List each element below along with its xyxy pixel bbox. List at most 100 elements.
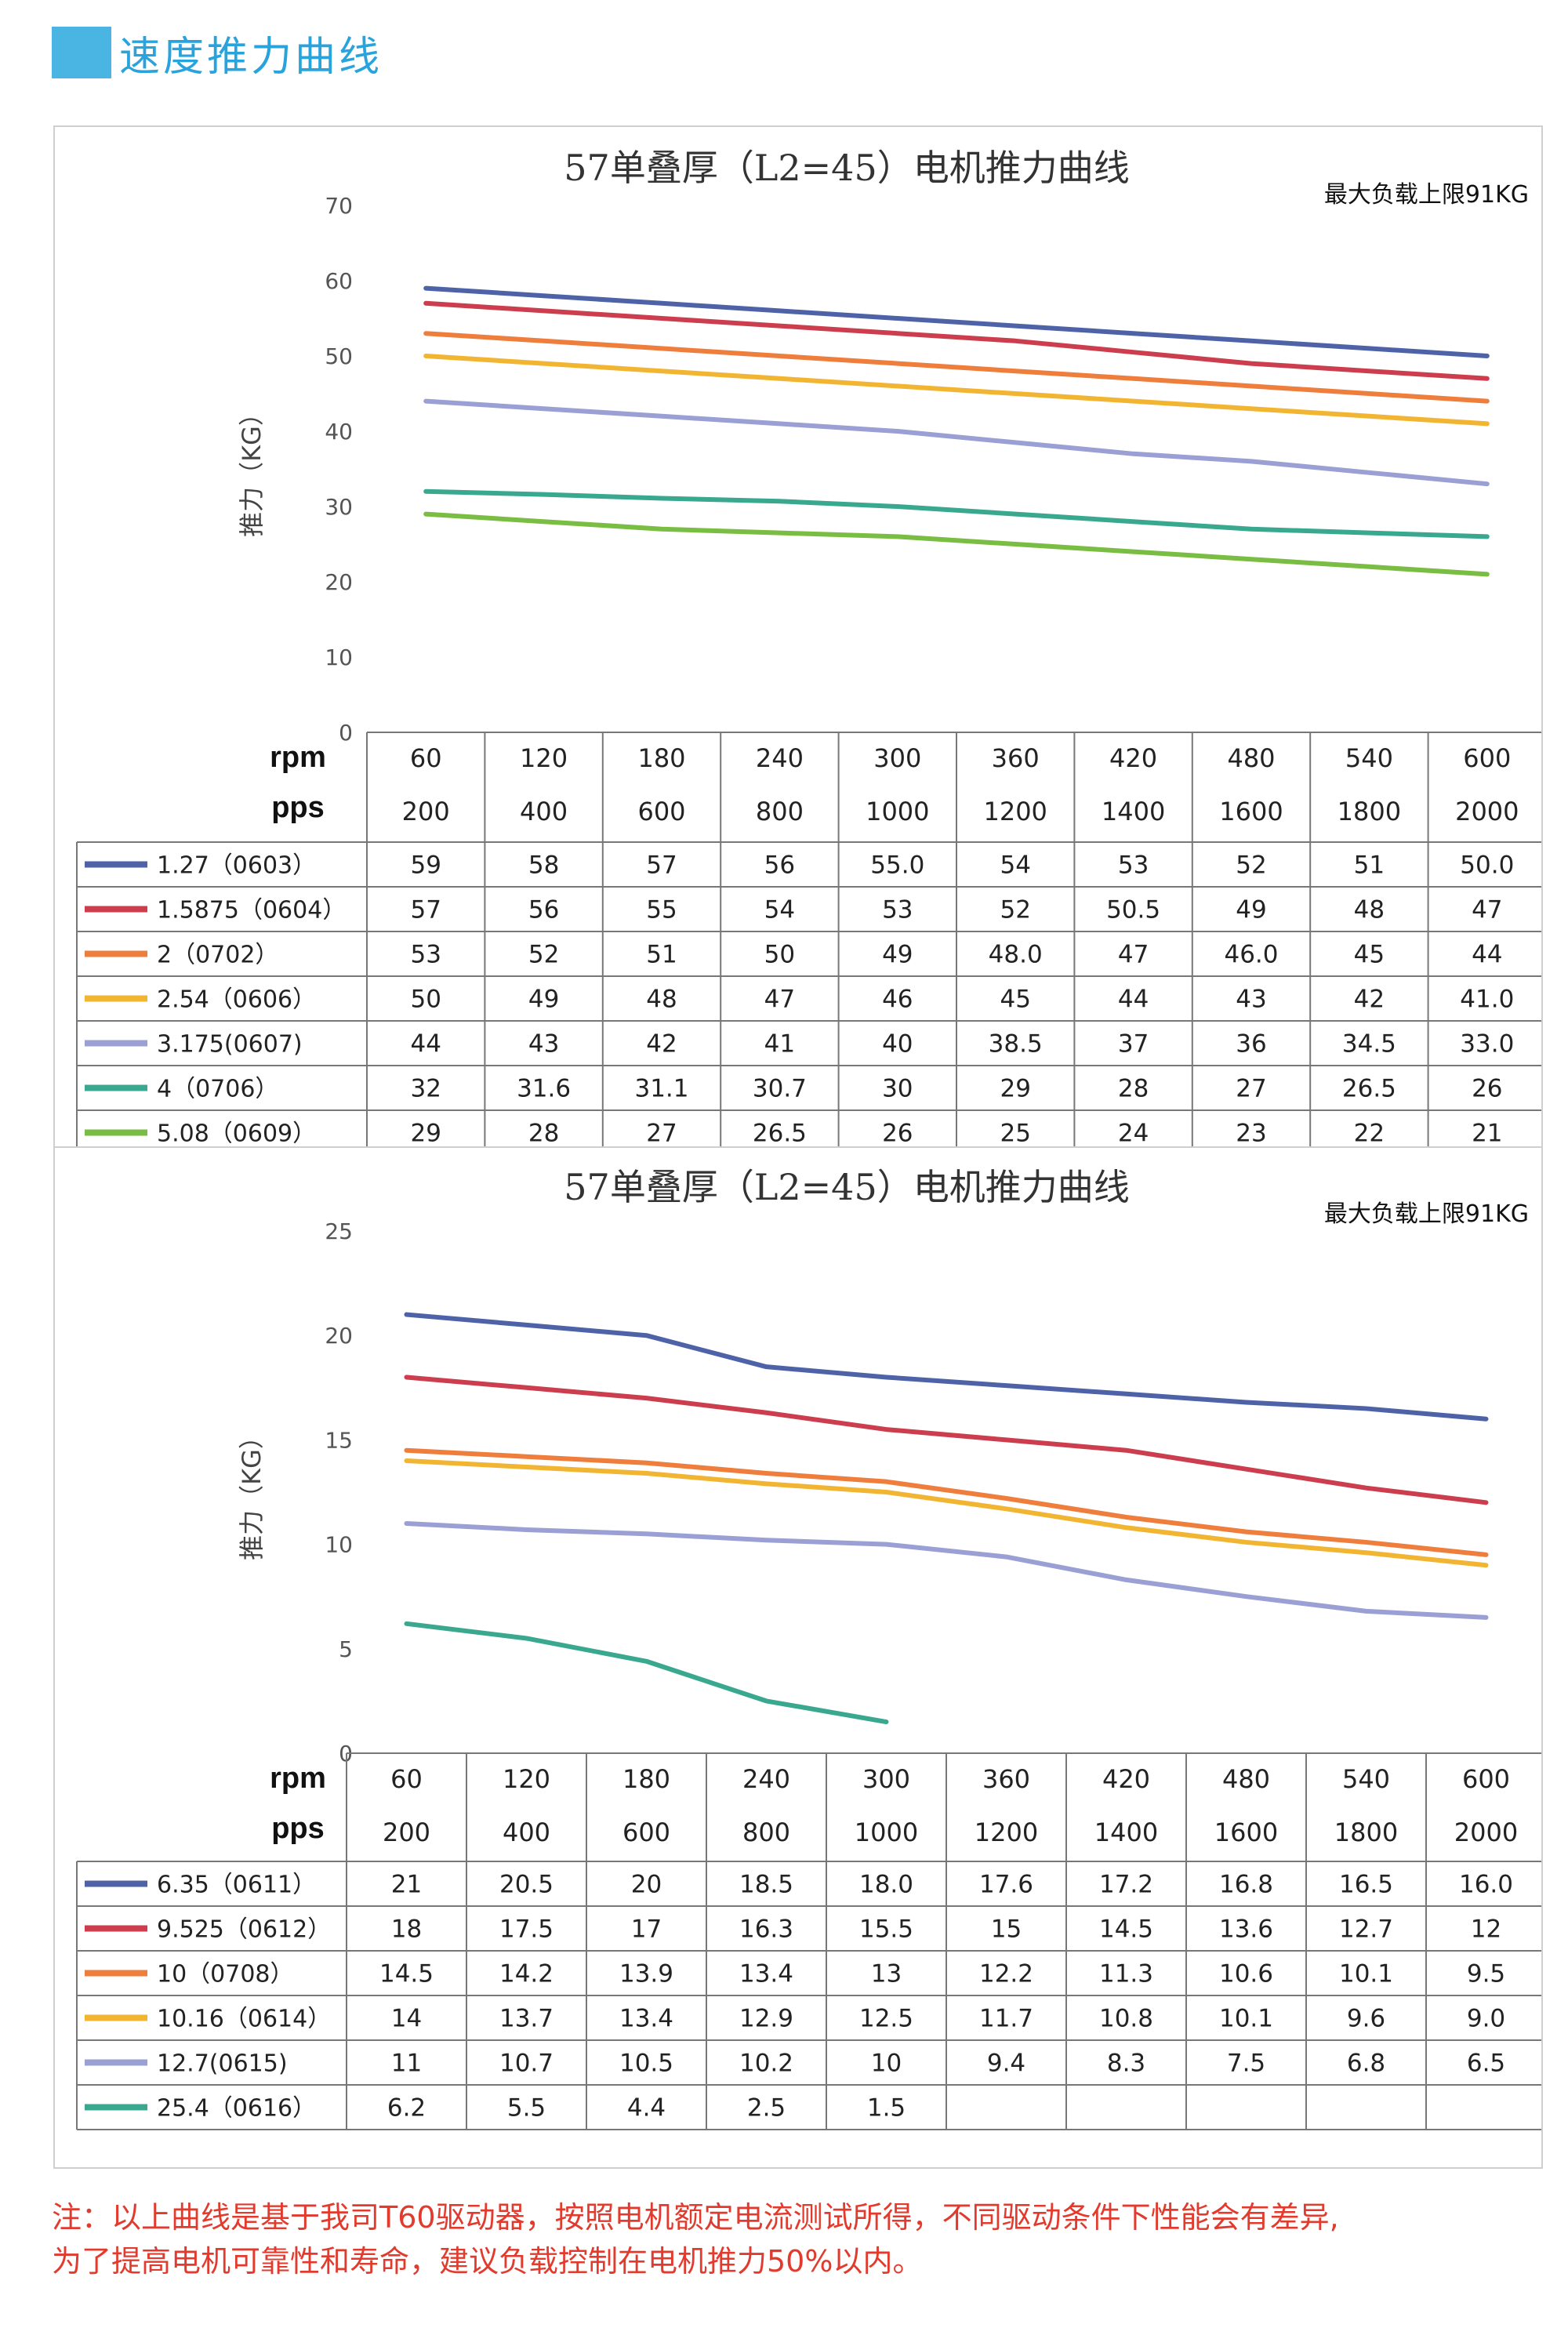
chart-subtitle: 最大负载上限91KG — [1324, 181, 1529, 209]
chart-title: 57单叠厚（L2=45）电机推力曲线 — [564, 147, 1129, 189]
legend-label: 6.35（0611） — [157, 1872, 316, 1899]
series-line-4 — [423, 354, 1490, 427]
x-tick-rpm: 300 — [862, 1764, 910, 1794]
data-label: 10.5 — [619, 2050, 673, 2078]
x-tick-rpm: 540 — [1345, 743, 1393, 773]
data-label: 13.9 — [619, 1960, 673, 1988]
data-label: 53 — [1118, 852, 1149, 880]
data-label: 42 — [1354, 986, 1385, 1014]
data-label: 17.6 — [979, 1871, 1033, 1899]
data-label: 38.5 — [989, 1030, 1043, 1059]
data-label: 41 — [764, 1030, 795, 1059]
x-tick-rpm: 60 — [390, 1764, 423, 1794]
x-tick-pps: 2000 — [1454, 1818, 1518, 1847]
y-tick-label: 30 — [325, 494, 353, 520]
data-label: 9.6 — [1347, 2005, 1385, 2033]
data-label: 26 — [1472, 1075, 1502, 1103]
data-label: 50.5 — [1106, 896, 1160, 924]
data-label: 16.5 — [1339, 1871, 1393, 1899]
data-label: 49 — [1236, 896, 1266, 924]
y-tick-label: 60 — [325, 268, 353, 294]
data-label: 56 — [528, 896, 559, 924]
data-label: 16.8 — [1219, 1871, 1273, 1899]
series-line-6 — [404, 1621, 889, 1725]
data-label: 26.5 — [1342, 1075, 1396, 1103]
data-label: 10.1 — [1219, 2005, 1273, 2033]
header-accent-bar — [52, 27, 111, 78]
x-tick-rpm: 180 — [622, 1764, 670, 1794]
data-label: 55.0 — [870, 852, 924, 880]
section-header: 速度推力曲线 — [52, 27, 383, 81]
legend-label: 3.175(0607) — [157, 1031, 303, 1059]
x-tick-pps: 1800 — [1334, 1818, 1398, 1847]
data-label: 45 — [1000, 986, 1030, 1014]
data-label: 13 — [871, 1960, 902, 1988]
x-tick-rpm: 300 — [873, 743, 921, 773]
x-tick-pps: 200 — [383, 1818, 430, 1847]
data-label: 11.7 — [979, 2005, 1033, 2033]
data-label: 47 — [1472, 896, 1502, 924]
legend-label: 5.08（0609） — [157, 1120, 316, 1148]
data-label: 10 — [871, 2050, 902, 2078]
x-tick-rpm: 600 — [1462, 1764, 1510, 1794]
data-label: 12.9 — [739, 2005, 793, 2033]
footnote-line-2: 为了提高电机可靠性和寿命，建议负载控制在电机推力50%以内。 — [52, 2244, 923, 2279]
data-label: 33.0 — [1460, 1030, 1514, 1059]
data-label: 10.6 — [1219, 1960, 1273, 1988]
data-label: 36 — [1236, 1030, 1266, 1059]
x-tick-pps: 1000 — [855, 1818, 918, 1847]
data-label: 25 — [1000, 1120, 1030, 1148]
data-label: 9.0 — [1467, 2005, 1505, 2033]
x-tick-pps: 600 — [622, 1818, 670, 1847]
data-label: 28 — [528, 1120, 559, 1148]
data-label: 44 — [410, 1030, 441, 1059]
data-label: 51 — [646, 941, 677, 969]
series-line-3 — [423, 331, 1490, 404]
x-tick-rpm: 600 — [1463, 743, 1511, 773]
data-label: 18.0 — [859, 1871, 913, 1899]
data-label: 55 — [646, 896, 677, 924]
data-label: 48 — [1354, 896, 1385, 924]
x-tick-pps: 800 — [756, 797, 804, 826]
data-label: 21 — [391, 1871, 422, 1899]
data-label: 14.5 — [379, 1960, 434, 1988]
x-tick-pps: 1600 — [1214, 1818, 1278, 1847]
legend-label: 9.525（0612） — [157, 1916, 331, 1944]
data-label: 57 — [410, 896, 441, 924]
data-label: 43 — [1236, 986, 1266, 1014]
data-label: 17 — [631, 1916, 662, 1944]
y-tick-label: 5 — [339, 1636, 353, 1662]
data-label: 48 — [646, 986, 677, 1014]
legend-label: 2.54（0606） — [157, 986, 316, 1014]
data-label: 29 — [1000, 1075, 1030, 1103]
y-tick-label: 0 — [339, 720, 353, 746]
data-label: 59 — [410, 852, 441, 880]
legend-label: 2（0702） — [157, 942, 278, 969]
data-label: 13.6 — [1219, 1916, 1273, 1944]
x-tick-pps: 1400 — [1102, 797, 1165, 826]
data-label: 50 — [410, 986, 441, 1014]
data-label: 10.2 — [739, 2050, 793, 2078]
data-label: 4.4 — [627, 2094, 666, 2123]
y-tick-label: 25 — [325, 1218, 353, 1244]
data-label: 9.4 — [987, 2050, 1025, 2078]
data-label: 6.2 — [387, 2094, 426, 2123]
data-label: 14 — [391, 2005, 422, 2033]
data-label: 22 — [1354, 1120, 1385, 1148]
x-tick-rpm: 180 — [637, 743, 685, 773]
data-label: 46 — [882, 986, 913, 1014]
x-tick-pps: 400 — [520, 797, 568, 826]
chart-title: 57单叠厚（L2=45）电机推力曲线 — [564, 1166, 1129, 1208]
legend-label: 25.4（0616） — [157, 2095, 316, 2123]
data-label: 5.5 — [507, 2094, 546, 2123]
x-tick-rpm: 240 — [742, 1764, 790, 1794]
data-label: 6.8 — [1347, 2050, 1385, 2078]
x-tick-pps: 1600 — [1219, 797, 1283, 826]
data-label: 52 — [1236, 852, 1266, 880]
series-line-1 — [423, 285, 1490, 358]
data-label: 34.5 — [1342, 1030, 1396, 1059]
data-label: 24 — [1118, 1120, 1149, 1148]
data-label: 56 — [764, 852, 795, 880]
y-tick-label: 10 — [325, 1532, 353, 1558]
data-label: 6.5 — [1467, 2050, 1505, 2078]
